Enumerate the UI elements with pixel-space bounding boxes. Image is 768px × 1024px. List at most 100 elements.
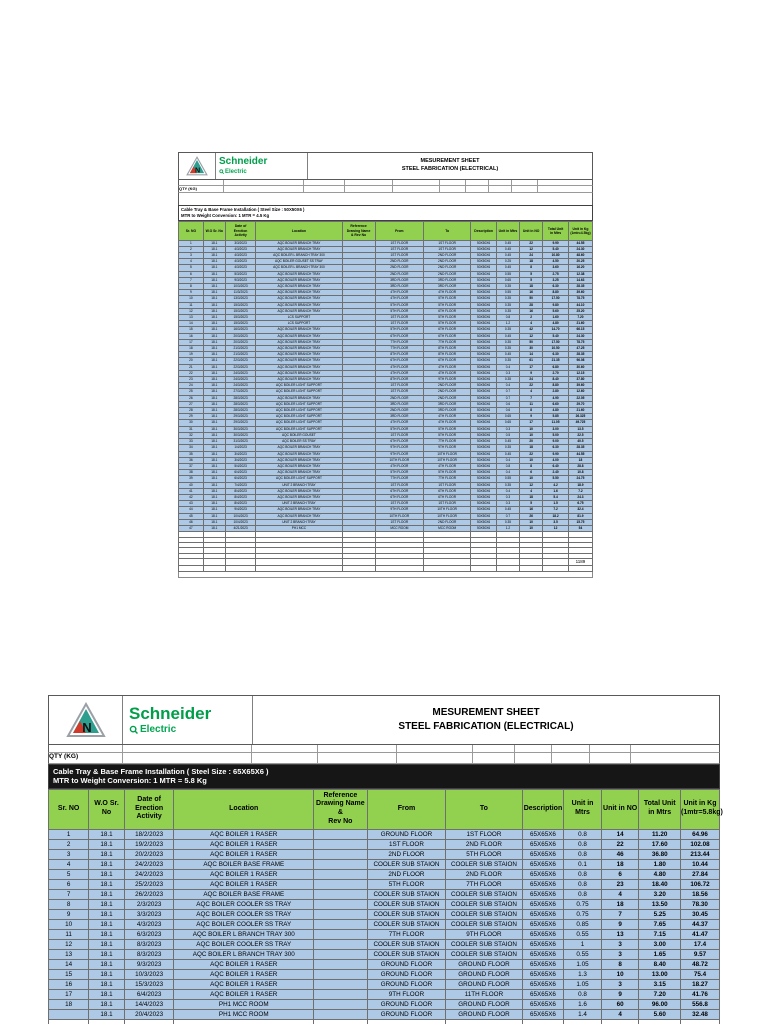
cell: 18.1 — [202, 345, 226, 353]
cell: 20/2/2023 — [123, 848, 175, 860]
schneider-brand: Schneider Electric — [123, 696, 253, 744]
table-row: 29 18.1 29/3/2023 AQC BOILER LIGHT SUPPORT 3… — [178, 413, 594, 421]
schneider-e-icon — [219, 169, 224, 175]
cell: 1ST FLOOR — [445, 828, 523, 840]
cell: 49.725 — [567, 419, 594, 427]
cell: 9.57 — [680, 948, 720, 960]
cell: 6/3/2023 — [123, 928, 175, 940]
cell: 1ST FLOOR — [374, 239, 425, 247]
cell: 10TH FLOOR — [423, 450, 472, 458]
cell: 18.1 — [202, 363, 226, 371]
cell: 3.00 — [638, 938, 681, 950]
cell: 39.60 — [567, 289, 594, 297]
company-triangle-logo: N — [49, 696, 123, 744]
cell: 3RD FLOOR — [423, 400, 472, 409]
cell: 6TH FLOOR — [423, 326, 472, 334]
cell: 18.1 — [202, 314, 226, 322]
cell: 78.30 — [680, 898, 720, 910]
grid-cell — [123, 745, 252, 752]
cell: 7.20 — [567, 314, 594, 322]
cell: COOLER SUB STAION — [445, 858, 523, 870]
cell: 16 — [519, 289, 544, 297]
table-row: 20 18.1 22/3/2023 AQC BOILER BRANCH TRAY 6TH… — [178, 357, 594, 365]
cell: 12.60 — [567, 388, 594, 396]
cell: 18 — [600, 898, 640, 910]
cell: 65X65X6 — [521, 978, 565, 990]
cell: 9/3/2023 — [123, 958, 175, 970]
cell: 16 — [519, 506, 544, 514]
cell: 22 — [519, 450, 544, 458]
column-header: Location — [173, 788, 315, 830]
cell: COOLER SUB STAION — [366, 898, 447, 910]
table-row: 8 18.1 2/3/2023 AQC BOILER COOLER SS TRAY CO… — [47, 898, 720, 910]
cell: 2ND FLOOR — [374, 258, 425, 266]
cell — [445, 1018, 523, 1024]
table-row: 18 18.1 21/3/2023 AQC BOILER BRANCH TRAY 7TH… — [178, 345, 594, 353]
measurement-table-65x65x6: Sr. NO W.O Sr. No Date of Erection Activit… — [47, 788, 723, 1024]
grid-cell — [538, 186, 592, 192]
table-row: 47 18.1 4/21/2023 PH1 MCC MCC ROOM MCC ROOM 50… — [178, 524, 594, 533]
cell: 1ST FLOOR — [374, 320, 425, 328]
cell — [313, 978, 368, 990]
brand-sub-label: Electric — [225, 168, 247, 175]
cell: 4TH FLOOR — [374, 419, 425, 427]
cell: 10 — [519, 518, 544, 526]
cell: 18 — [47, 998, 90, 1010]
cell: 1ST FLOOR — [366, 838, 447, 850]
cell — [224, 565, 257, 572]
triangle-logo-icon: N — [65, 702, 106, 737]
cell: 5.60 — [638, 1008, 681, 1020]
cell — [313, 898, 368, 910]
cell: 18.1 — [88, 908, 125, 920]
empty-row — [178, 552, 594, 560]
grid-cell — [631, 745, 719, 752]
cell: GROUND FLOOR — [366, 978, 447, 990]
cell: 47.25 — [567, 345, 594, 353]
cell: 28 — [519, 301, 544, 309]
cell: 21.60 — [567, 407, 594, 415]
cell: 8/3/2023 — [123, 948, 175, 960]
logo-letter: N — [195, 167, 200, 175]
cell: 7TH FLOOR — [374, 345, 425, 353]
section-line1: Cable Tray & Base Frame Installation ( S… — [181, 207, 305, 212]
cell: COOLER SUB STAION — [366, 948, 447, 960]
cell: 18.1 — [88, 948, 125, 960]
cell — [313, 948, 368, 960]
cell: 18.1 — [202, 419, 226, 427]
grid-cell — [123, 753, 252, 763]
cell: 2ND FLOOR — [423, 270, 472, 278]
cell: 41.76 — [680, 988, 720, 1000]
cell: 7TH FLOOR — [423, 475, 472, 483]
column-header: W.O Sr. No — [88, 788, 125, 830]
grid-cell — [473, 745, 515, 752]
cell: 18.1 — [202, 239, 226, 247]
table-row: 36 18.1 3/4/2023 AQC BOILER BRANCH TRAY 10TH… — [178, 456, 594, 464]
table-row: 3 18.1 4/3/2023 AQC BOILER L BRANCH TRAY 30… — [178, 251, 594, 260]
cell: 11 — [47, 928, 90, 940]
cell — [123, 1018, 175, 1024]
table-row: 6 18.1 25/2/2023 AQC BOILER 1 RASER 5TH FLOO… — [47, 878, 720, 890]
cell: 78.75 — [567, 338, 594, 347]
cell: 46 — [600, 848, 640, 860]
grid-cell — [590, 745, 632, 752]
cell: 30.45 — [680, 908, 720, 920]
cell: 10.44 — [680, 858, 720, 870]
cell — [313, 938, 368, 950]
cell — [519, 558, 544, 567]
cell: 8 — [519, 407, 544, 415]
cell: 18.1 — [88, 888, 125, 900]
cell: 1ST FLOOR — [374, 251, 425, 260]
cell: 10.8 — [567, 469, 594, 477]
table-row: 27 18.1 28/3/2023 AQC BOILER LIGHT SUPPORT 3… — [178, 400, 594, 409]
cell: 13.00 — [638, 968, 681, 980]
cell: 65X65X6 — [521, 1008, 565, 1020]
table-row: 41 18.1 8/4/2023 AQC BOILER BRANCH TRAY 6TH … — [178, 487, 594, 495]
cell: AQC BOILER BASE FRAME — [173, 858, 315, 870]
cell: 18.1 — [202, 326, 226, 334]
title-line1: MESUREMENT SHEET — [432, 706, 540, 718]
cell: 18.1 — [202, 251, 226, 260]
cell — [423, 565, 472, 572]
cell: 6TH FLOOR — [374, 487, 425, 495]
brand-name: Schneider — [219, 156, 268, 168]
cell: 1ST FLOOR — [374, 382, 425, 390]
